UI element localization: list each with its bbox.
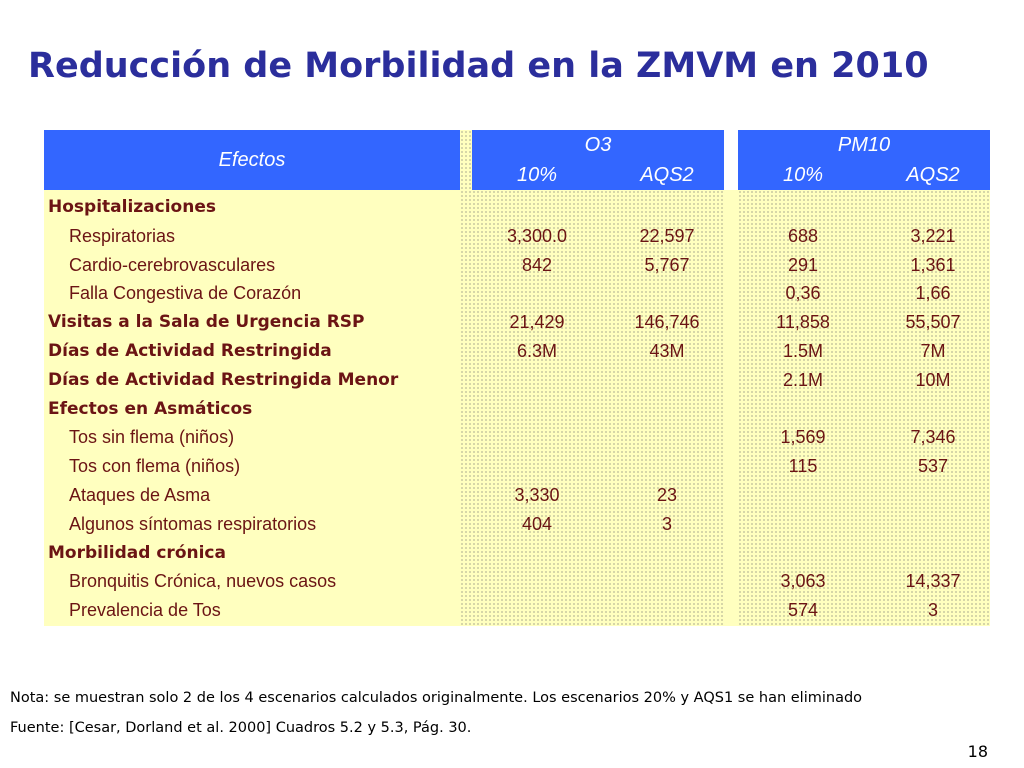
row-label: Días de Actividad Restringida — [48, 341, 332, 361]
cell-pm10-10: 688 — [787, 225, 819, 246]
table-row: Días de Actividad Restringida 6.3M 43M 1.5M… — [44, 337, 990, 366]
body-label-column — [44, 190, 460, 626]
source-citation: Fuente: [Cesar, Dorland et al. 2000] Cua… — [10, 720, 472, 736]
cell-pm10-aqs2: 10M — [915, 369, 951, 390]
row-label: Efectos en Asmáticos — [48, 398, 253, 419]
table-row: Prevalencia de Tos 574 3 — [44, 596, 990, 625]
row-label: Tos sin flema (niños) — [69, 427, 235, 448]
table-row: Efectos en Asmáticos — [44, 395, 990, 424]
page-number: 18 — [967, 742, 988, 761]
cell-o3-aqs2: 22,597 — [639, 225, 695, 246]
body-dotted-gap-1 — [460, 130, 472, 626]
body-gap — [724, 190, 738, 626]
body-o3-column — [472, 190, 724, 626]
cell-o3-10: 6.3M — [516, 341, 558, 361]
header-o3-aqs2: AQS2 — [640, 164, 694, 186]
cell-o3-aqs2: 146,746 — [634, 312, 700, 333]
cell-pm10-10: 1,569 — [780, 427, 826, 448]
cell-pm10-aqs2: 7,346 — [910, 427, 956, 448]
row-label: Bronquitis Crónica, nuevos casos — [69, 571, 337, 592]
table-row: Tos con flema (niños) 115 537 — [44, 452, 990, 481]
table-row: Cardio-cerebrovasculares 842 5,767 291 1,361 — [44, 251, 990, 280]
cell-pm10-aqs2: 1,361 — [910, 254, 956, 275]
table-row: Respiratorias 3,300.0 22,597 688 3,221 — [44, 222, 990, 251]
cell-pm10-aqs2: 3 — [927, 600, 938, 621]
morbidity-table: Efectos O3 10% AQS2 PM10 10% AQS2 Hospit… — [44, 130, 990, 626]
row-label: Prevalencia de Tos — [69, 600, 221, 621]
cell-pm10-10: 1.5M — [782, 341, 824, 361]
cell-pm10-10: 0,36 — [785, 283, 821, 304]
cell-o3-10: 404 — [521, 513, 553, 534]
cell-pm10-10: 574 — [787, 600, 819, 621]
table-row: Visitas a la Sala de Urgencia RSP 21,429 1… — [44, 308, 990, 337]
cell-o3-10: 3,300.0 — [506, 225, 568, 246]
cell-pm10-10: 115 — [788, 456, 818, 477]
cell-pm10-aqs2: 3,221 — [910, 225, 956, 246]
table-row: Morbilidad crónica — [44, 539, 990, 568]
cell-o3-aqs2: 43M — [649, 341, 685, 361]
header-o3-10: 10% — [516, 164, 558, 186]
row-label: Visitas a la Sala de Urgencia RSP — [48, 312, 365, 333]
cell-o3-aqs2: 23 — [656, 485, 678, 505]
cell-pm10-10: 11,858 — [776, 312, 830, 333]
row-label: Ataques de Asma — [69, 485, 211, 505]
cell-pm10-aqs2: 1,66 — [915, 283, 951, 304]
footnote: Nota: se muestran solo 2 de los 4 escena… — [10, 690, 863, 706]
cell-o3-aqs2: 3 — [661, 513, 672, 534]
row-label: Algunos síntomas respiratorios — [69, 513, 317, 534]
body-pm10-column — [738, 190, 990, 626]
table-row: Tos sin flema (niños) 1,569 7,346 — [44, 423, 990, 452]
cell-o3-10: 21,429 — [509, 312, 565, 333]
header-pm10-aqs2: AQS2 — [906, 164, 960, 186]
cell-pm10-aqs2: 537 — [917, 456, 949, 477]
row-label: Morbilidad crónica — [48, 542, 226, 563]
cell-o3-10: 842 — [521, 254, 553, 275]
header-pm10-10: 10% — [782, 164, 824, 186]
table-row: Hospitalizaciones — [44, 193, 990, 222]
table-row: Algunos síntomas respiratorios 404 3 — [44, 510, 990, 539]
row-label: Tos con flema (niños) — [69, 456, 241, 477]
table-row: Falla Congestiva de Corazón 0,36 1,66 — [44, 279, 990, 308]
cell-pm10-10: 2.1M — [782, 369, 824, 390]
header-group-o3: O3 10% AQS2 — [472, 130, 724, 190]
cell-pm10-10: 291 — [787, 254, 819, 275]
header-effects: Efectos — [44, 130, 460, 190]
row-label: Cardio-cerebrovasculares — [69, 254, 276, 275]
row-label: Días de Actividad Restringida Menor — [48, 369, 399, 390]
table-row: Ataques de Asma 3,330 23 — [44, 481, 990, 510]
cell-pm10-aqs2: 7M — [920, 341, 946, 361]
header-o3-label: O3 — [584, 134, 612, 156]
cell-pm10-10: 3,063 — [780, 571, 826, 592]
cell-pm10-aqs2: 14,337 — [905, 571, 961, 592]
row-label: Respiratorias — [69, 225, 176, 246]
row-label: Hospitalizaciones — [48, 197, 216, 217]
table-row: Días de Actividad Restringida Menor 2.1M 1… — [44, 366, 990, 395]
cell-o3-aqs2: 5,767 — [644, 254, 690, 275]
cell-o3-10: 3,330 — [514, 485, 560, 505]
row-label: Falla Congestiva de Corazón — [69, 283, 302, 304]
table-row: Bronquitis Crónica, nuevos casos 3,063 14,… — [44, 567, 990, 596]
slide-title: Reducción de Morbilidad en la ZMVM en 20… — [28, 46, 929, 86]
header-pm10-label: PM10 — [837, 134, 891, 156]
header-group-pm10: PM10 10% AQS2 — [738, 130, 990, 190]
cell-pm10-aqs2: 55,507 — [905, 312, 961, 333]
